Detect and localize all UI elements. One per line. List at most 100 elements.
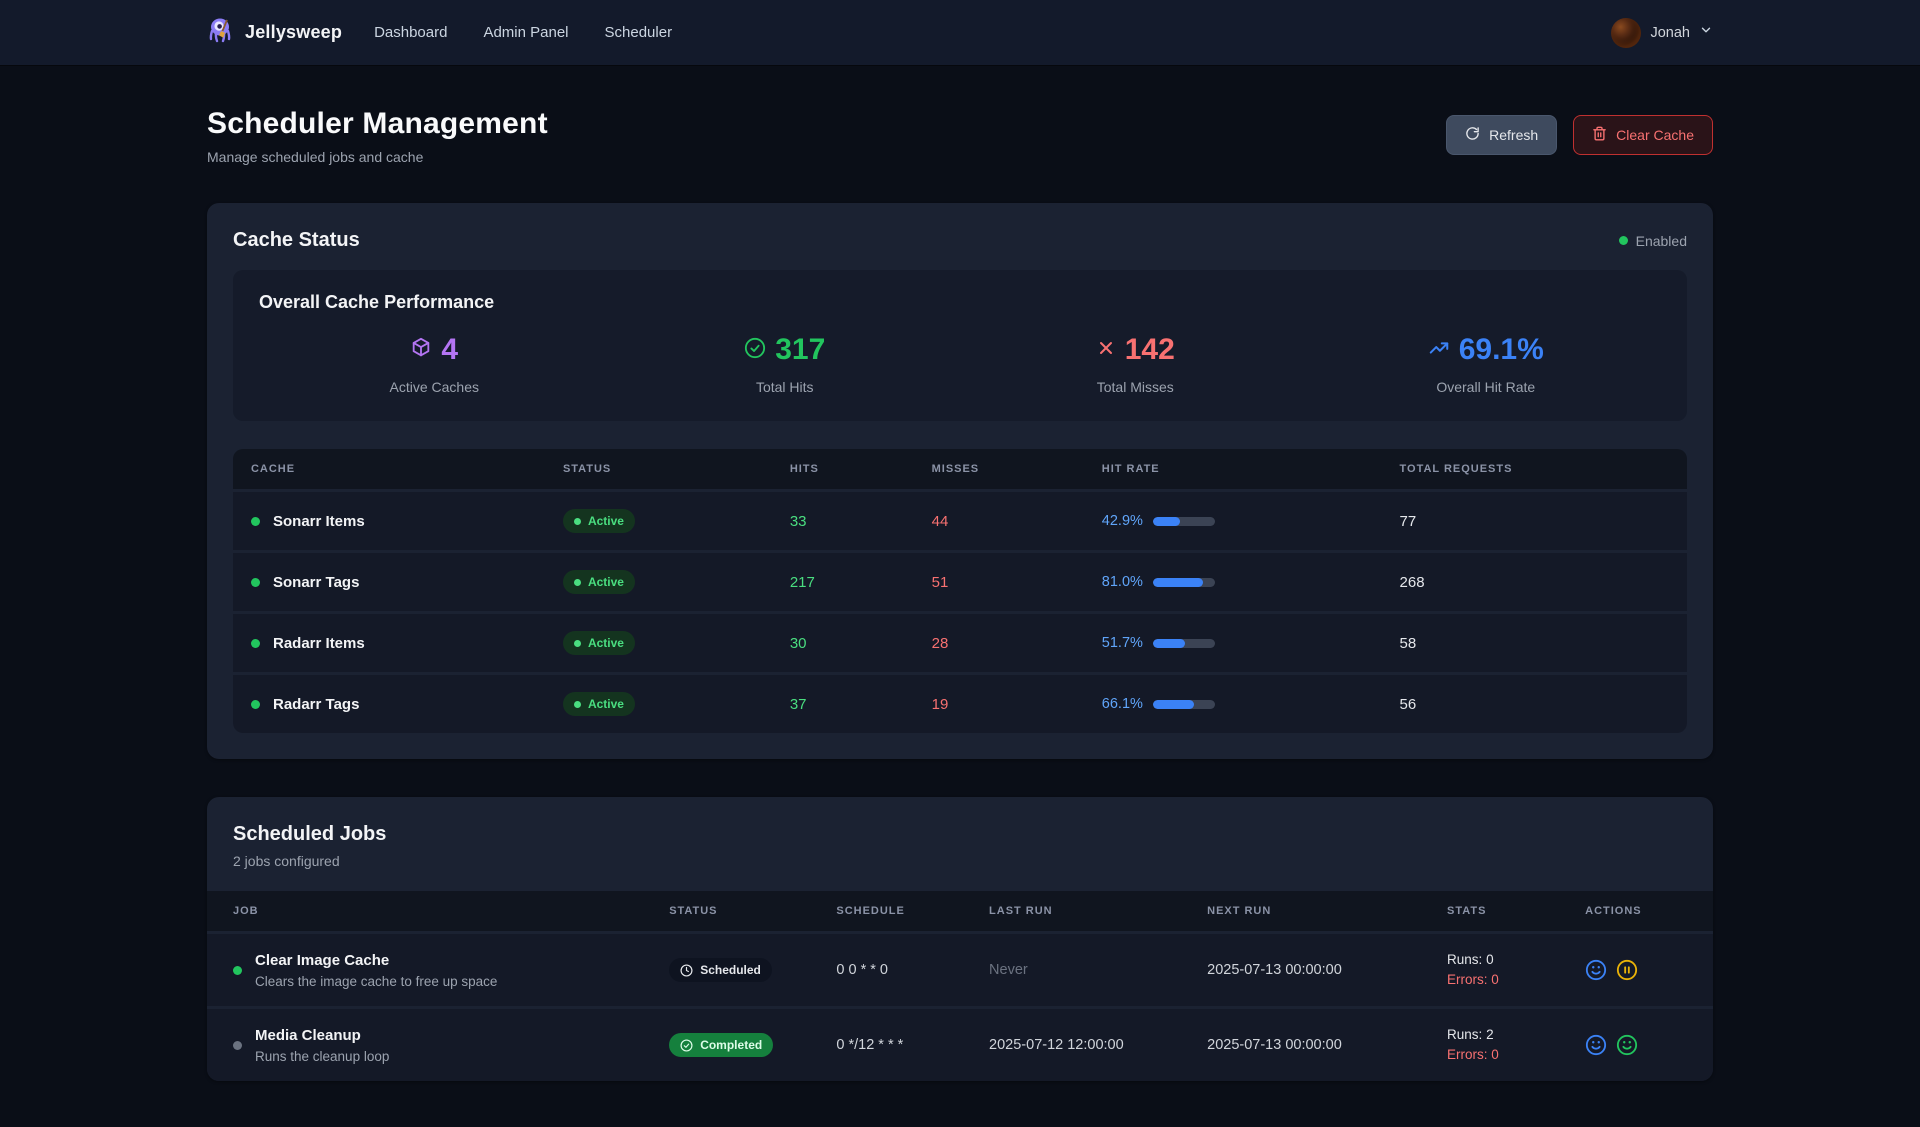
total-requests-value: 56 (1399, 695, 1417, 713)
job-status-dot-icon (233, 965, 242, 975)
job-last-run: 2025-07-12 12:00:00 (989, 1037, 1124, 1053)
job-actions (1585, 1034, 1687, 1056)
cache-enabled-status: Enabled (1618, 232, 1687, 249)
cache-name: Sonarr Items (273, 512, 365, 530)
navbar: Jellysweep Dashboard Admin Panel Schedul… (0, 0, 1920, 65)
chevron-down-icon (1699, 23, 1713, 42)
jobs-table-header: Job Status Schedule Last Run Next Run St… (207, 891, 1713, 931)
col-actions: Actions (1585, 905, 1642, 917)
enabled-label: Enabled (1635, 232, 1687, 249)
active-dot-icon (573, 700, 581, 708)
col-job: Job (233, 905, 259, 917)
stat-value: 69.1% (1458, 333, 1544, 366)
cache-active-dot-icon (251, 577, 260, 587)
col-misses: Misses (931, 463, 980, 475)
user-menu[interactable]: Jonah (1611, 17, 1713, 48)
jobs-card-title: Scheduled Jobs (233, 823, 387, 845)
brand[interactable]: Jellysweep (207, 16, 342, 49)
scheduled-jobs-card: Scheduled Jobs 2 jobs configured Job Sta… (207, 797, 1713, 1081)
clock-icon (680, 963, 693, 977)
cache-table-row: Radarr Tags Active 37 19 66.1% 56 (233, 675, 1687, 733)
enabled-dot-icon (1618, 236, 1628, 245)
misses-value: 51 (931, 573, 949, 591)
nav-item-scheduler[interactable]: Scheduler (604, 24, 673, 41)
cache-table-row: Sonarr Tags Active 217 51 81.0% 268 (233, 553, 1687, 611)
page-subtitle: Manage scheduled jobs and cache (207, 149, 424, 165)
total-requests-value: 268 (1399, 573, 1425, 591)
job-next-run: 2025-07-13 00:00:00 (1207, 962, 1342, 978)
pause-job-icon[interactable] (1616, 959, 1638, 981)
total-requests-value: 77 (1399, 512, 1417, 530)
x-icon (1096, 338, 1116, 363)
col-total-requests: Total Requests (1399, 463, 1513, 475)
job-schedule: 0 */12 * * * (836, 1037, 904, 1053)
cache-card-title: Cache Status (233, 229, 360, 251)
col-hits: Hits (789, 463, 819, 475)
brand-name: Jellysweep (245, 22, 343, 42)
refresh-button[interactable]: Refresh (1446, 115, 1558, 155)
job-stats: Runs: 0 Errors: 0 (1447, 950, 1585, 991)
hit-rate-bar (1152, 699, 1215, 709)
clear-cache-button[interactable]: Clear Cache (1573, 115, 1713, 155)
job-name: Media Cleanup (255, 1026, 361, 1044)
job-errors: Errors: 0 (1447, 1047, 1499, 1062)
job-schedule: 0 0 * * 0 (836, 962, 888, 978)
hits-value: 37 (789, 695, 807, 713)
jellysweep-logo-icon (207, 16, 235, 49)
misses-value: 44 (931, 512, 949, 530)
trending-up-icon (1428, 337, 1450, 364)
stat-active-caches: 4 Active Caches (259, 333, 610, 395)
job-table-row: Clear Image Cache Clears the image cache… (207, 934, 1713, 1006)
job-actions (1585, 959, 1687, 981)
nav-item-admin-panel[interactable]: Admin Panel (483, 24, 569, 41)
run-job-icon[interactable] (1585, 1034, 1607, 1056)
nav-item-dashboard[interactable]: Dashboard (374, 24, 448, 41)
hit-rate-value: 42.9% (1101, 513, 1143, 529)
cache-active-dot-icon (251, 699, 260, 709)
active-dot-icon (573, 517, 581, 525)
stat-label: Total Hits (755, 379, 814, 395)
misses-value: 19 (931, 695, 949, 713)
col-hit-rate: Hit Rate (1101, 463, 1160, 475)
col-status: Status (669, 905, 718, 917)
stat-label: Overall Hit Rate (1436, 379, 1536, 395)
cache-name: Sonarr Tags (273, 573, 360, 591)
performance-title: Overall Cache Performance (259, 292, 495, 312)
col-last-run: Last Run (989, 905, 1053, 917)
enable-job-icon[interactable] (1616, 1034, 1638, 1056)
jobs-table: Job Status Schedule Last Run Next Run St… (207, 891, 1713, 1081)
job-stats: Runs: 2 Errors: 0 (1447, 1025, 1585, 1066)
status-badge: Active (562, 631, 635, 655)
status-badge: Active (562, 509, 635, 533)
page-title: Scheduler Management (207, 107, 548, 140)
hit-rate-bar (1152, 516, 1215, 526)
cache-table: Cache Status Hits Misses Hit Rate Total … (233, 449, 1687, 733)
job-runs: Runs: 2 (1447, 1026, 1494, 1042)
cache-active-dot-icon (251, 516, 260, 526)
stat-total-hits: 317 Total Hits (610, 333, 961, 395)
active-dot-icon (573, 578, 581, 586)
stat-value: 4 (441, 333, 459, 366)
stat-value: 142 (1124, 333, 1175, 366)
job-runs: Runs: 0 (1447, 951, 1494, 967)
job-errors: Errors: 0 (1447, 972, 1499, 987)
clear-cache-label: Clear Cache (1616, 127, 1694, 143)
job-description: Clears the image cache to free up space (255, 973, 498, 989)
overall-cache-performance-panel: Overall Cache Performance 4 Active Cache… (233, 270, 1687, 421)
stat-label: Total Misses (1096, 379, 1174, 395)
job-status-badge: Scheduled (669, 958, 772, 982)
stat-overall-hit-rate: 69.1% Overall Hit Rate (1311, 333, 1662, 395)
check-circle-icon (744, 337, 766, 364)
hits-value: 33 (789, 512, 807, 530)
col-status: Status (562, 463, 612, 475)
hit-rate-bar (1152, 577, 1215, 587)
job-next-run: 2025-07-13 00:00:00 (1207, 1037, 1342, 1053)
misses-value: 28 (931, 634, 949, 652)
stat-label: Active Caches (389, 379, 479, 395)
run-job-icon[interactable] (1585, 959, 1607, 981)
col-schedule: Schedule (836, 905, 905, 917)
jobs-card-subtitle: 2 jobs configured (233, 853, 340, 869)
cache-status-card: Cache Status Enabled Overall Cache Perfo… (207, 203, 1713, 759)
cache-table-row: Sonarr Items Active 33 44 42.9% 77 (233, 492, 1687, 550)
active-dot-icon (573, 639, 581, 647)
